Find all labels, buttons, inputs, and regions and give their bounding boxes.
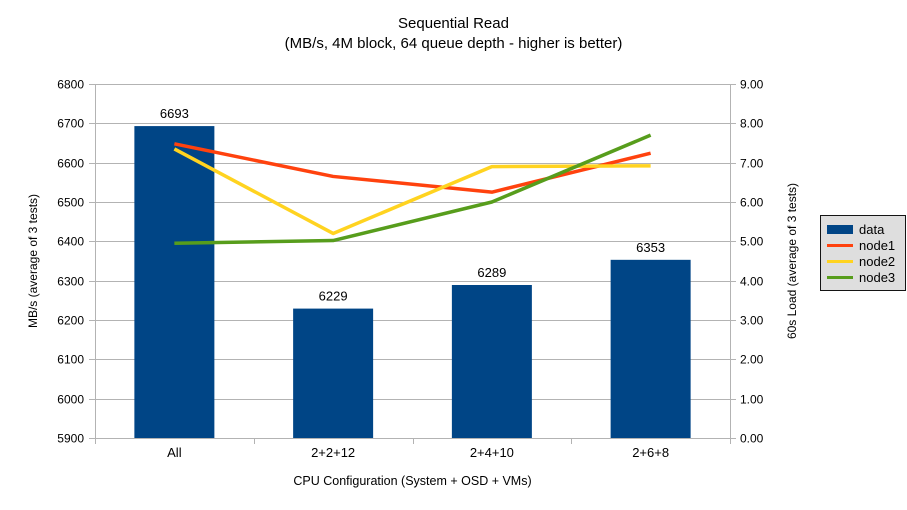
bar-value-label: 6229 [319,289,348,304]
legend-label: node3 [859,270,896,285]
x-category-label: 2+2+12 [311,445,355,460]
y-tick-label-left: 6000 [57,393,84,407]
y-tick-label-right: 8.00 [740,117,764,131]
legend: data node1 node2 node3 [820,215,906,291]
y-tick-label-right: 4.00 [740,275,764,289]
y-tick-label-right: 5.00 [740,235,764,249]
bar-value-label: 6353 [636,240,665,255]
legend-swatch-data [827,225,853,234]
legend-swatch-node2 [827,260,853,263]
legend-swatch-node1 [827,244,853,247]
bar-All [134,126,215,438]
y-tick-label-left: 6200 [57,314,84,328]
y-tick-label-left: 6100 [57,353,84,367]
y-tick-label-right: 3.00 [740,314,764,328]
y-tick-label-left: 6600 [57,157,84,171]
chart-subtitle: (MB/s, 4M block, 64 queue depth - higher… [284,35,623,52]
x-category-label: 2+6+8 [632,445,669,460]
y-tick-label-left: 6700 [57,117,84,131]
y-axis-title-right: 60s Load (average of 3 tests) [785,182,799,340]
chart-title: Sequential Read [398,15,509,32]
y-tick-label-right: 2.00 [740,353,764,367]
line-node3 [174,133,652,246]
legend-item-data: data [827,223,899,236]
line-node1 [174,142,652,194]
y-tick-label-right: 1.00 [740,393,764,407]
x-category-label: All [167,445,182,460]
legend-item-node3: node3 [827,271,899,284]
legend-label: data [859,222,885,237]
bar-2+6+8 [610,259,691,438]
x-category-label: 2+4+10 [470,445,514,460]
legend-label: node1 [859,238,896,253]
y-tick-label-left: 6500 [57,196,84,210]
legend-label: node2 [859,254,896,269]
bar-value-label: 6693 [160,106,189,121]
y-tick-label-right: 0.00 [740,432,764,446]
bar-2+4+10 [451,284,532,438]
legend-item-node1: node1 [827,239,899,252]
y-tick-label-left: 6400 [57,235,84,249]
y-tick-label-left: 6300 [57,275,84,289]
legend-swatch-node3 [827,276,853,279]
bar-2+2+12 [293,308,374,438]
y-tick-label-left: 6800 [57,78,84,92]
y-tick-label-left: 5900 [57,432,84,446]
legend-item-node2: node2 [827,255,899,268]
line-node2 [173,147,651,236]
bar-value-label: 6289 [477,265,506,280]
y-tick-label-right: 6.00 [740,196,764,210]
x-axis-title: CPU Configuration (System + OSD + VMs) [293,474,532,488]
y-axis-title-left: MB/s (average of 3 tests) [26,193,40,329]
y-tick-label-right: 9.00 [740,78,764,92]
y-tick-label-right: 7.00 [740,157,764,171]
